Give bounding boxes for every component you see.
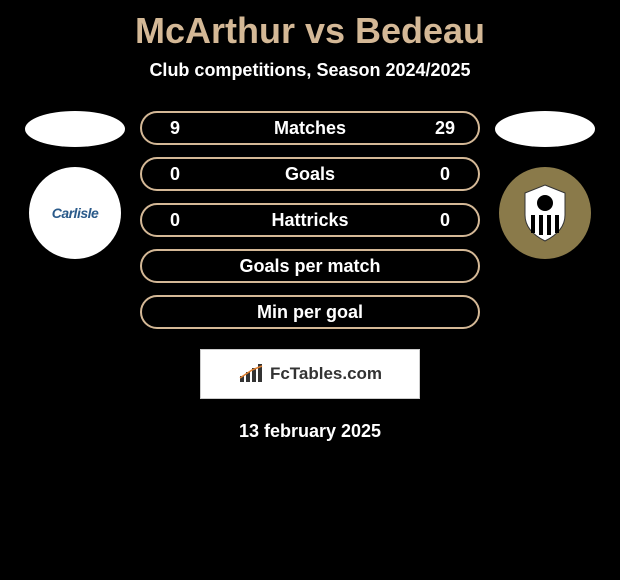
- stat-right-value: 0: [430, 210, 460, 231]
- stat-right-value: 0: [430, 164, 460, 185]
- stat-label: Goals: [190, 164, 430, 185]
- stat-row-goals: 0 Goals 0: [140, 157, 480, 191]
- stat-right-value: 29: [430, 118, 460, 139]
- chart-icon: [238, 364, 266, 384]
- left-player-column: Carlisle: [20, 111, 130, 259]
- stats-column: 9 Matches 29 0 Goals 0 0 Hattricks 0 Goa…: [140, 111, 480, 329]
- page-title: McArthur vs Bedeau: [0, 10, 620, 52]
- stat-label: Hattricks: [190, 210, 430, 231]
- stat-row-matches: 9 Matches 29: [140, 111, 480, 145]
- stat-label: Goals per match: [160, 256, 460, 277]
- content-row: Carlisle 9 Matches 29 0 Goals 0 0 Hattri…: [0, 111, 620, 329]
- attribution-text: FcTables.com: [270, 364, 382, 384]
- date-text: 13 february 2025: [0, 421, 620, 442]
- stat-row-min-per-goal: Min per goal: [140, 295, 480, 329]
- right-player-silhouette: [495, 111, 595, 147]
- stat-left-value: 9: [160, 118, 190, 139]
- left-player-silhouette: [25, 111, 125, 147]
- stat-row-hattricks: 0 Hattricks 0: [140, 203, 480, 237]
- stat-row-goals-per-match: Goals per match: [140, 249, 480, 283]
- stat-left-value: 0: [160, 164, 190, 185]
- right-badge-emblem: [515, 183, 575, 243]
- stat-label: Min per goal: [160, 302, 460, 323]
- right-team-badge: [499, 167, 591, 259]
- stat-left-value: 0: [160, 210, 190, 231]
- stat-label: Matches: [190, 118, 430, 139]
- attribution-box: FcTables.com: [200, 349, 420, 399]
- right-player-column: [490, 111, 600, 259]
- shield-icon: [520, 183, 570, 243]
- main-container: McArthur vs Bedeau Club competitions, Se…: [0, 0, 620, 452]
- left-team-badge: Carlisle: [29, 167, 121, 259]
- left-badge-text: Carlisle: [52, 205, 99, 221]
- subtitle: Club competitions, Season 2024/2025: [0, 60, 620, 81]
